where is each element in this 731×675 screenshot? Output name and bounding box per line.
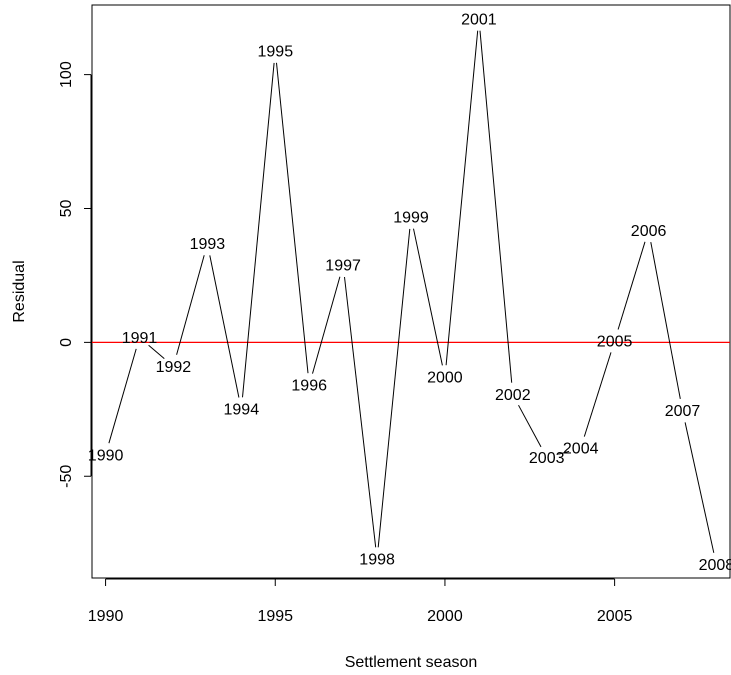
series-segment [344, 276, 377, 548]
point-label: 2008 [699, 557, 731, 574]
point-label: 2006 [631, 223, 667, 240]
series-segment [108, 348, 137, 444]
series-segment [445, 30, 479, 366]
series-segment [479, 30, 513, 383]
point-label: 2001 [461, 11, 497, 28]
point-label: 1997 [325, 258, 361, 275]
point-label: 1999 [393, 209, 429, 226]
point-label: 1994 [224, 402, 260, 419]
x-tick-label: 1990 [88, 608, 124, 625]
series-segment [276, 62, 309, 374]
x-tick-label: 1995 [257, 608, 293, 625]
x-axis: 1990 1995 2000 2005 [88, 578, 633, 625]
point-label: 1998 [359, 552, 395, 569]
point-label: 1996 [291, 378, 327, 395]
series-segment [650, 242, 681, 399]
point-label: 1990 [88, 447, 124, 464]
series-segment [148, 344, 165, 359]
point-label: 2007 [665, 403, 701, 420]
point-label-layer: 1990 1991 1992 1993 1994 1995 1996 1997 1998 1999… [88, 11, 731, 574]
series-segment [377, 228, 411, 548]
point-label: 2004 [563, 441, 599, 458]
point-label: 1995 [258, 43, 294, 60]
series-layer [108, 30, 715, 553]
series-segment [176, 255, 205, 355]
x-tick-label: 2000 [427, 608, 463, 625]
series-segment [518, 404, 542, 448]
point-label: 1992 [156, 359, 192, 376]
plot-frame [91, 4, 731, 579]
series-segment [209, 255, 240, 398]
point-label: 2005 [597, 334, 633, 351]
point-label: 1993 [190, 236, 226, 253]
point-label: 2000 [427, 370, 463, 387]
series-segment [413, 228, 443, 366]
point-label: 2003 [529, 450, 565, 467]
y-axis: -50 0 50 100 [58, 61, 92, 488]
series-segment [684, 422, 715, 553]
y-tick-label: -50 [58, 465, 75, 488]
y-tick-label: 50 [58, 199, 75, 217]
series-segment [242, 62, 275, 398]
series-segment [312, 276, 341, 374]
series-segment [583, 352, 612, 437]
y-tick-label: 0 [58, 338, 75, 347]
point-label: 1991 [122, 330, 158, 347]
series-segment [558, 450, 570, 455]
y-tick-label: 100 [58, 61, 75, 88]
point-label: 2002 [495, 387, 531, 404]
y-axis-label: Residual [11, 260, 28, 322]
x-tick-label: 2005 [597, 608, 633, 625]
x-axis-label: Settlement season [345, 654, 478, 671]
series-segment [617, 241, 646, 330]
